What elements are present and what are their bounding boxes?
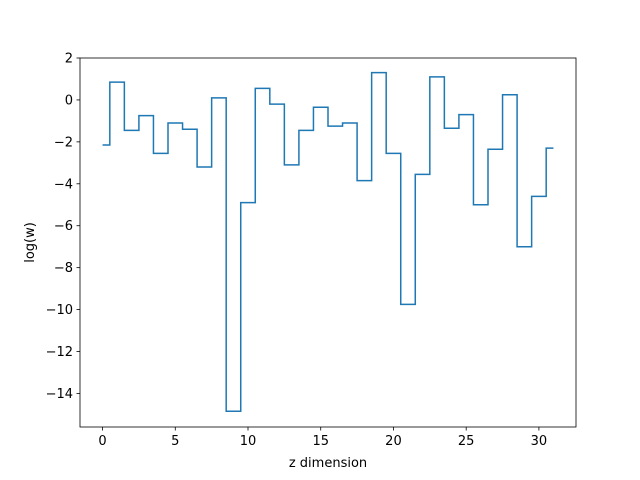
y-tick-label: −8 bbox=[54, 261, 73, 276]
x-tick-label: 10 bbox=[240, 434, 257, 449]
x-tick-label: 30 bbox=[531, 434, 548, 449]
series-line-0 bbox=[102, 71, 554, 413]
y-tick-label: −12 bbox=[46, 345, 73, 360]
y-axis-label: log(w) bbox=[23, 222, 38, 263]
y-tick-label: −2 bbox=[54, 135, 73, 150]
y-axis: −14 −12 −10 −8 −6 −4 −2 0 2 bbox=[46, 52, 80, 402]
x-axis: 0 5 10 15 20 25 30 bbox=[98, 427, 547, 449]
y-tick-label: −6 bbox=[54, 219, 73, 234]
series-layer bbox=[102, 71, 554, 413]
x-tick-label: 15 bbox=[312, 434, 329, 449]
y-tick-label: −4 bbox=[54, 177, 73, 192]
y-tick-label: 0 bbox=[65, 93, 73, 108]
y-tick-label: −14 bbox=[46, 387, 73, 402]
x-tick-label: 0 bbox=[98, 434, 106, 449]
x-axis-label: z dimension bbox=[289, 456, 367, 471]
y-tick-label: −10 bbox=[46, 303, 73, 318]
x-tick-label: 20 bbox=[385, 434, 402, 449]
x-tick-label: 5 bbox=[171, 434, 179, 449]
x-tick-label: 25 bbox=[458, 434, 475, 449]
y-tick-label: 2 bbox=[65, 52, 73, 67]
plot-frame bbox=[79, 57, 577, 428]
